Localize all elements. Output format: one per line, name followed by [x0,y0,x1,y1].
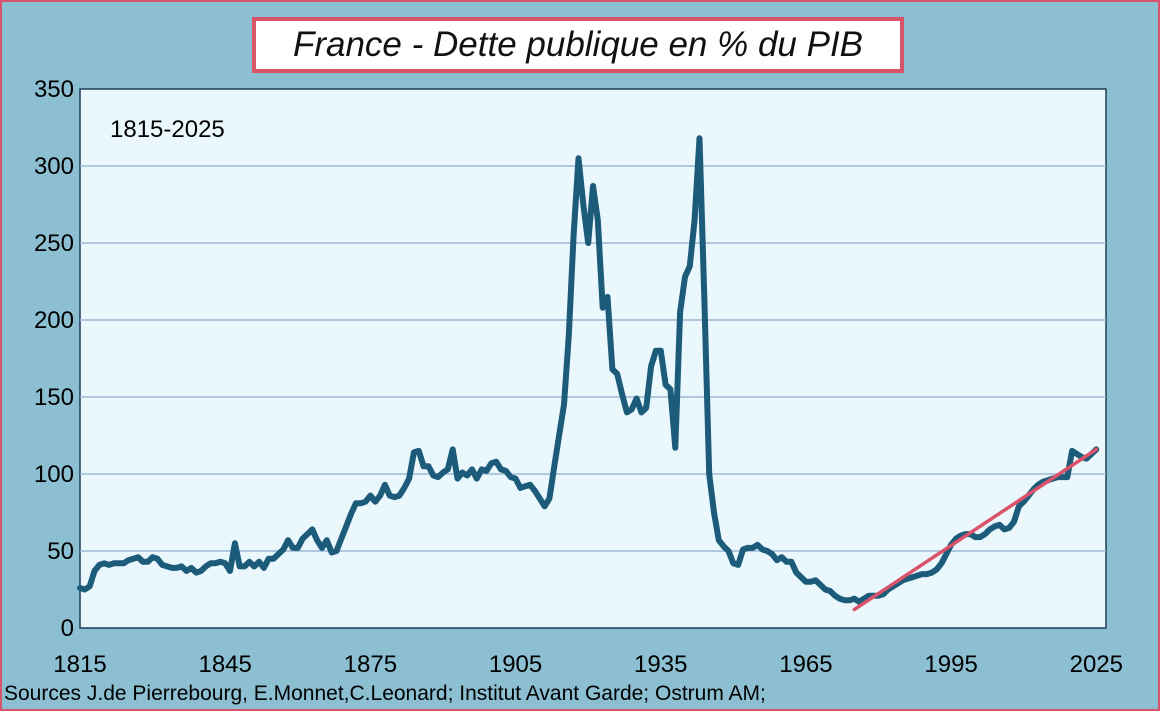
source-note: Sources J.de Pierrebourg, E.Monnet,C.Leo… [4,682,766,705]
x-tick-label: 1875 [344,651,397,678]
x-tick-label: 1815 [53,651,106,678]
x-tick-label: 1965 [779,651,832,678]
chart-title: France - Dette publique en % du PIB [292,25,864,64]
x-tick-label: 2025 [1070,651,1123,678]
x-axis-ticks: 1815 1845 1875 1905 1935 1965 1995 2025 [53,651,1123,678]
y-tick-label: 300 [34,153,74,180]
y-tick-label: 50 [47,538,74,565]
chart-title-box: France - Dette publique en % du PIB [252,17,904,73]
y-tick-label: 150 [34,384,74,411]
y-tick-label: 0 [61,615,74,642]
x-tick-label: 1905 [489,651,542,678]
y-axis-ticks: 0 50 100 150 200 250 300 350 [34,76,74,642]
debt-series-line [77,135,1100,605]
y-tick-label: 200 [34,307,74,334]
period-annotation: 1815-2025 [110,116,225,143]
x-tick-label: 1845 [198,651,251,678]
x-tick-label: 1995 [924,651,977,678]
trend-line [852,447,1099,612]
y-tick-label: 350 [34,76,74,103]
plot-area [79,88,1107,629]
y-tick-label: 100 [34,461,74,488]
y-tick-label: 250 [34,230,74,257]
x-tick-label: 1935 [634,651,687,678]
gridlines [80,165,1106,552]
